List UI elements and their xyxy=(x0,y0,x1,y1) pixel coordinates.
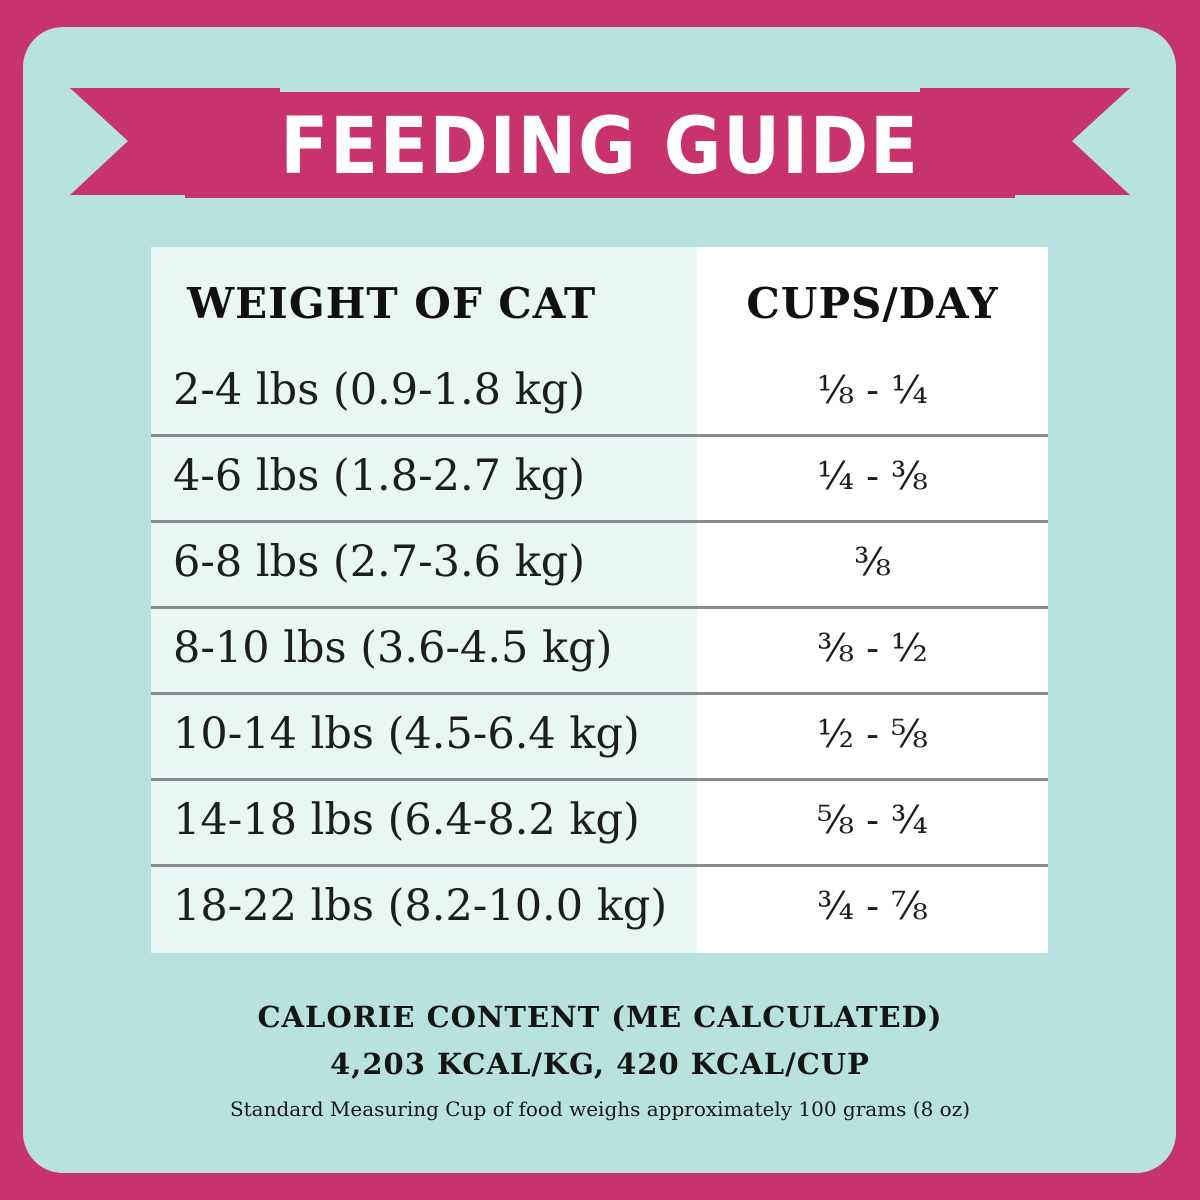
table-row: 18-22 lbs (8.2-10.0 kg) ¾ - ⅞ xyxy=(151,863,1048,949)
cups-cell: ⅜ - ½ xyxy=(817,626,928,670)
cups-cell: ¾ - ⅞ xyxy=(817,884,928,928)
cups-cell: ⅛ - ¼ xyxy=(817,368,928,412)
row-divider xyxy=(151,520,1048,523)
cups-cell: ½ - ⅝ xyxy=(817,712,928,756)
cups-cell: ¼ - ⅜ xyxy=(817,454,928,498)
cups-cell: ⅜ xyxy=(854,540,891,584)
row-divider xyxy=(151,606,1048,609)
table-row: 4-6 lbs (1.8-2.7 kg) ¼ - ⅜ xyxy=(151,433,1048,519)
table-header-row: WEIGHT OF CAT CUPS/DAY xyxy=(151,261,1048,347)
row-divider xyxy=(151,692,1048,695)
weight-cell: 4-6 lbs (1.8-2.7 kg) xyxy=(173,451,586,501)
weight-cell: 14-18 lbs (6.4-8.2 kg) xyxy=(173,795,640,845)
weight-cell: 10-14 lbs (4.5-6.4 kg) xyxy=(173,709,640,759)
table-row: 6-8 lbs (2.7-3.6 kg) ⅜ xyxy=(151,519,1048,605)
weight-cell: 18-22 lbs (8.2-10.0 kg) xyxy=(173,881,668,931)
row-divider xyxy=(151,778,1048,781)
weight-cell: 8-10 lbs (3.6-4.5 kg) xyxy=(173,623,613,673)
row-divider xyxy=(151,434,1048,437)
feeding-table: WEIGHT OF CAT CUPS/DAY 2-4 lbs (0.9-1.8 … xyxy=(151,247,1048,953)
table-row: 14-18 lbs (6.4-8.2 kg) ⅝ - ¾ xyxy=(151,777,1048,863)
banner-ribbon xyxy=(70,88,1130,198)
calorie-content-values: 4,203 KCAL/KG, 420 KCAL/CUP xyxy=(330,1047,870,1081)
title-banner: FEEDING GUIDE xyxy=(0,0,1200,240)
row-divider xyxy=(151,864,1048,867)
header-cups: CUPS/DAY xyxy=(746,279,999,328)
table-row: 10-14 lbs (4.5-6.4 kg) ½ - ⅝ xyxy=(151,691,1048,777)
page-title: FEEDING GUIDE xyxy=(280,102,920,192)
weight-cell: 2-4 lbs (0.9-1.8 kg) xyxy=(173,365,586,415)
weight-column-background xyxy=(151,247,697,953)
cups-cell: ⅝ - ¾ xyxy=(817,798,928,842)
table-row: 2-4 lbs (0.9-1.8 kg) ⅛ - ¼ xyxy=(151,347,1048,433)
header-weight: WEIGHT OF CAT xyxy=(187,279,597,328)
calorie-content-title: CALORIE CONTENT (ME CALCULATED) xyxy=(257,1000,943,1034)
table-row: 8-10 lbs (3.6-4.5 kg) ⅜ - ½ xyxy=(151,605,1048,691)
weight-cell: 6-8 lbs (2.7-3.6 kg) xyxy=(173,537,586,587)
measuring-cup-note: Standard Measuring Cup of food weighs ap… xyxy=(229,1097,971,1121)
